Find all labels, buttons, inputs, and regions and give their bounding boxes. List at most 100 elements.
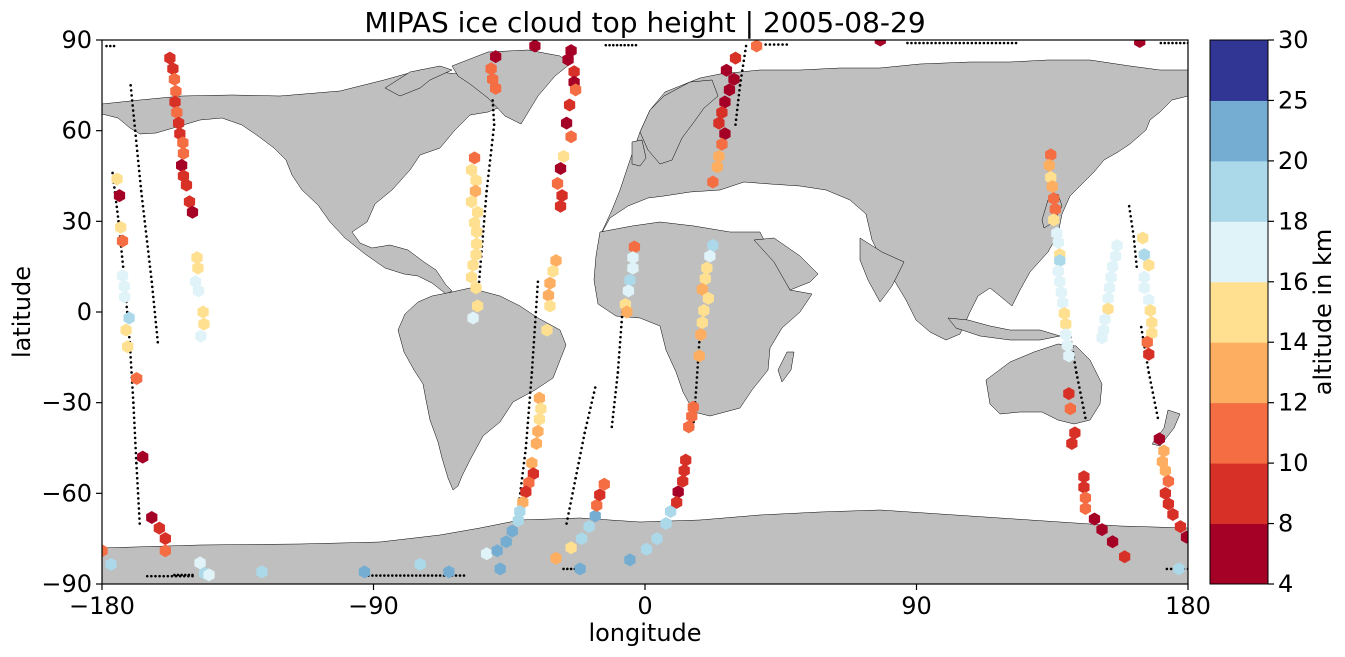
track-dot [735,108,739,112]
track-dot [593,386,597,389]
track-dot [150,280,154,284]
track-dot [114,200,118,204]
track-dot [410,574,414,577]
track-dot [490,143,494,147]
track-dot [134,134,137,138]
cloud-top-marker [713,149,725,163]
cloud-top-marker [116,234,129,248]
cloud-top-marker [533,391,546,405]
track-dot [133,421,136,425]
track-dot [604,43,608,47]
track-dot [970,41,974,45]
track-dot [918,41,921,45]
track-dot [620,320,623,324]
track-dot [591,396,595,399]
cloud-top-marker [583,520,595,534]
cloud-top-marker [1105,270,1117,284]
cloud-top-marker [1143,258,1155,272]
track-dot [152,300,156,304]
track-dot [134,441,137,445]
track-dot [166,574,170,578]
track-dot [562,567,565,571]
track-dot [1167,41,1170,45]
cloud-top-marker [1043,158,1055,172]
cloud-top-marker [624,553,636,567]
cloud-top-marker [544,299,556,313]
track-dot [630,43,634,47]
track-dot [1081,401,1084,404]
track-dot [1076,376,1079,379]
track-dot [536,280,540,284]
cloud-top-marker [1138,281,1150,295]
cloud-top-marker [716,137,728,151]
eurasia [599,59,1188,341]
track-dot [618,350,621,354]
track-dot [582,436,585,440]
track-dot [148,260,151,263]
track-dot [615,381,619,384]
x-tick-label: 180 [1165,592,1211,620]
track-dot [525,436,528,440]
cloud-top-marker [729,51,742,65]
cloud-top-marker [358,565,371,579]
track-dot [1132,240,1136,243]
cloud-top-marker [105,557,117,571]
track-dot [612,410,615,414]
cloud-top-marker [1109,249,1122,263]
cloud-top-marker [481,547,493,561]
track-dot [529,386,532,389]
track-dot [785,43,789,46]
track-dot [616,371,620,374]
track-dot [698,340,701,344]
track-dot [695,381,698,384]
colorbar-tick-label: 16 [1278,268,1309,296]
track-dot [696,366,699,369]
cloud-top-marker [576,532,588,546]
track-dot [535,290,539,294]
track-dot [144,225,147,228]
track-dot [615,43,619,47]
cloud-top-marker [506,524,518,538]
cloud-top-marker [1144,303,1156,317]
track-dot [1134,260,1138,263]
track-dot [141,204,145,208]
track-dot [966,41,970,45]
cloud-top-marker [695,328,707,342]
cloud-top-marker [1134,40,1146,49]
track-dot [140,194,144,198]
track-dot [930,41,933,45]
cloud-top-marker [532,424,544,438]
track-dot [1153,401,1157,404]
track-dot [485,184,489,188]
track-dot [1130,225,1134,228]
ground-track-dots [105,41,1188,578]
cloud-top-marker [1060,317,1072,331]
x-axis-label: longitude [588,619,701,647]
cloud-top-marker [529,40,541,53]
track-dot [613,400,616,404]
cloud-top-marker [1052,264,1064,278]
track-dot [1163,41,1167,45]
cloud-top-marker [1137,231,1149,245]
cloud-top-marker [123,311,135,325]
colorbar-tick-label: 8 [1278,510,1293,538]
track-dot [145,235,148,238]
track-dot [1128,209,1132,213]
cloud-top-marker [533,412,546,426]
track-dot [492,128,495,132]
cloud-top-marker [197,305,209,319]
track-dot [141,199,144,203]
track-dot [125,305,129,309]
cloud-top-marker [1096,331,1108,345]
track-dot [616,376,619,379]
cloud-top-marker [660,517,672,531]
track-dot [483,214,486,218]
x-tick-label: −90 [348,592,399,620]
cloud-top-marker [1138,248,1150,262]
cloud-top-marker [122,340,134,354]
track-dot [144,230,148,233]
track-dot [387,574,390,577]
track-dot [627,43,630,47]
track-dot [520,476,524,480]
track-dot [484,204,487,208]
